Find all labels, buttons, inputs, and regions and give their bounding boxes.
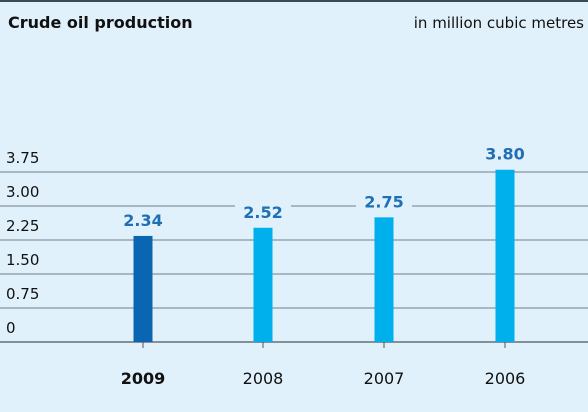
chart-title: Crude oil production — [8, 13, 193, 32]
value-label: 2.52 — [243, 203, 282, 222]
value-label-backdrop — [356, 190, 412, 213]
y-tick-label: 0 — [6, 319, 16, 337]
bar — [495, 169, 515, 342]
bar — [133, 235, 153, 342]
unit-label: in million cubic metres — [413, 14, 584, 32]
x-category-label: 2008 — [243, 369, 284, 388]
bar — [253, 227, 273, 342]
y-tick-label: 3.00 — [6, 183, 39, 201]
value-label-backdrop — [235, 200, 291, 223]
bar — [374, 217, 394, 342]
x-category-label: 2009 — [121, 369, 166, 388]
x-category-label: 2007 — [364, 369, 405, 388]
y-tick-label: 0.75 — [6, 285, 39, 303]
y-tick-label: 2.25 — [6, 217, 39, 235]
value-label-backdrop — [477, 142, 533, 165]
value-label: 2.34 — [123, 211, 162, 230]
y-tick-label: 3.75 — [6, 149, 39, 167]
top-rule — [0, 0, 588, 2]
y-tick-label: 1.50 — [6, 251, 39, 269]
value-label-backdrop — [115, 208, 171, 231]
value-label: 2.75 — [364, 192, 403, 211]
x-category-label: 2006 — [485, 369, 526, 388]
value-label: 3.80 — [485, 145, 524, 164]
